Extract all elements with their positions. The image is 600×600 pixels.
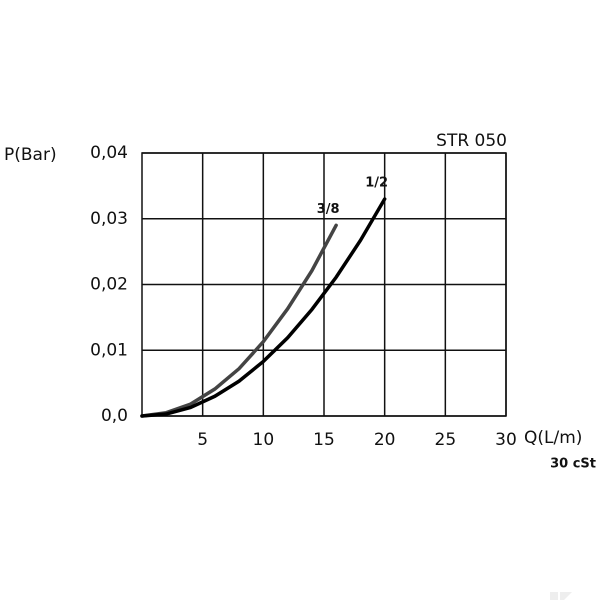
line <box>140 223 338 418</box>
y-axis-label: P(Bar) <box>4 145 57 165</box>
x-tick-label: 10 <box>253 430 275 450</box>
series-label: 3/8 <box>317 202 340 217</box>
subtitle: 30 cSt <box>550 457 596 472</box>
chart-title: STR 050 <box>436 131 507 151</box>
x-tick-label: 30 <box>495 430 517 450</box>
x-tick-label: 15 <box>313 430 335 450</box>
y-tick-label: 0,03 <box>90 209 128 229</box>
x-tick-label: 20 <box>374 430 396 450</box>
logo <box>550 592 572 600</box>
x-tick-label: 25 <box>435 430 457 450</box>
x-axis-label: Q(L/m) <box>524 428 582 448</box>
y-tick-label: 0,01 <box>90 340 128 360</box>
x-tick-label: 5 <box>197 430 208 450</box>
y-tick-label: 0,02 <box>90 275 128 295</box>
line <box>140 197 387 418</box>
y-tick-label: 0,0 <box>101 406 128 426</box>
y-tick-label: 0,04 <box>90 143 128 163</box>
series-label: 1/2 <box>365 176 388 191</box>
